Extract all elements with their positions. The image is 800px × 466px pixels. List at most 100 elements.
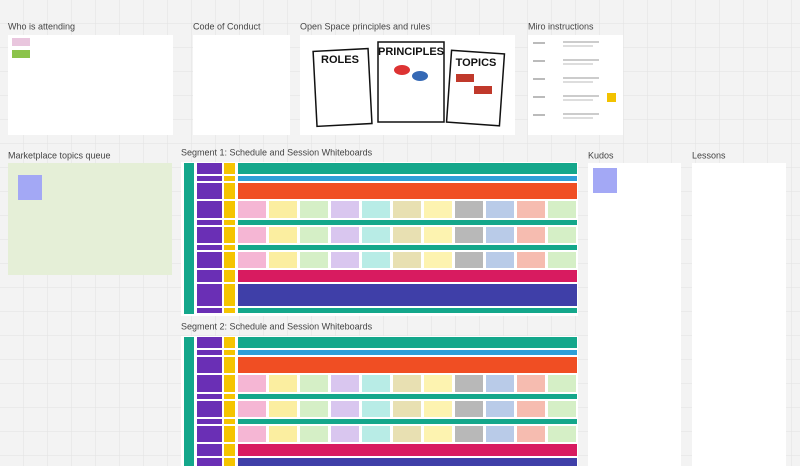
drawing-card bbox=[377, 41, 445, 123]
frame[interactable] bbox=[588, 163, 681, 466]
session-board bbox=[269, 201, 297, 218]
session-board bbox=[238, 227, 266, 243]
drawing-shape bbox=[456, 74, 474, 82]
session-board bbox=[331, 401, 359, 417]
icon bbox=[607, 93, 616, 102]
time-cell bbox=[197, 401, 222, 417]
session-board bbox=[424, 252, 452, 268]
frame[interactable] bbox=[528, 35, 623, 135]
frame-title[interactable]: Segment 1: Schedule and Session Whiteboa… bbox=[181, 147, 373, 157]
session-board bbox=[486, 426, 514, 442]
session-bar bbox=[238, 308, 577, 313]
session-board bbox=[362, 401, 390, 417]
session-board bbox=[455, 201, 483, 218]
time-cell bbox=[197, 444, 222, 456]
session-board bbox=[548, 426, 576, 442]
frame-title[interactable]: Lessons bbox=[692, 150, 726, 160]
instruction-line bbox=[563, 59, 599, 61]
session-board bbox=[300, 252, 328, 268]
session-board bbox=[548, 227, 576, 243]
session-board bbox=[455, 227, 483, 243]
session-board bbox=[517, 375, 545, 392]
session-bar bbox=[238, 458, 577, 466]
frame[interactable] bbox=[692, 163, 786, 466]
instruction-line bbox=[563, 45, 593, 47]
instruction-line bbox=[533, 60, 545, 62]
session-board bbox=[331, 426, 359, 442]
session-board bbox=[331, 252, 359, 268]
time-cell bbox=[224, 375, 235, 392]
time-cell bbox=[224, 419, 235, 424]
session-board bbox=[300, 375, 328, 392]
time-cell bbox=[224, 284, 235, 306]
time-cell bbox=[197, 270, 222, 282]
time-cell bbox=[197, 220, 222, 225]
instruction-line bbox=[533, 42, 545, 44]
track-column bbox=[184, 337, 194, 466]
instruction-line bbox=[533, 78, 545, 80]
instruction-line bbox=[563, 63, 593, 65]
session-board bbox=[393, 227, 421, 243]
drawing-card bbox=[312, 47, 373, 128]
frame-title[interactable]: Marketplace topics queue bbox=[8, 150, 111, 160]
session-board bbox=[393, 401, 421, 417]
session-board bbox=[238, 426, 266, 442]
session-board bbox=[424, 401, 452, 417]
session-bar bbox=[238, 357, 577, 373]
session-bar bbox=[238, 163, 577, 174]
session-bar bbox=[238, 270, 577, 282]
time-cell bbox=[224, 163, 235, 174]
session-board bbox=[300, 201, 328, 218]
session-board bbox=[362, 201, 390, 218]
session-board bbox=[455, 252, 483, 268]
time-cell bbox=[197, 252, 222, 268]
instruction-line bbox=[563, 99, 593, 101]
schedules bbox=[184, 163, 577, 466]
session-board bbox=[269, 401, 297, 417]
time-cell bbox=[224, 252, 235, 268]
session-board bbox=[362, 426, 390, 442]
time-cell bbox=[197, 308, 222, 313]
session-board bbox=[548, 375, 576, 392]
instruction-line bbox=[563, 77, 599, 79]
instruction-line bbox=[563, 117, 593, 119]
session-board bbox=[269, 252, 297, 268]
session-board bbox=[517, 401, 545, 417]
frame-title[interactable]: Miro instructions bbox=[528, 21, 594, 31]
session-board bbox=[269, 227, 297, 243]
attendee-sticker bbox=[12, 50, 30, 58]
card-label: PRINCIPLES bbox=[378, 46, 444, 58]
time-cell bbox=[224, 357, 235, 373]
card-label: ROLES bbox=[321, 54, 359, 66]
session-board bbox=[486, 201, 514, 218]
time-cell bbox=[224, 350, 235, 355]
frame-title[interactable]: Who is attending bbox=[8, 21, 75, 31]
attendee-sticker bbox=[12, 38, 30, 46]
frame-title[interactable]: Code of Conduct bbox=[193, 21, 261, 31]
frame[interactable] bbox=[8, 35, 173, 135]
time-cell bbox=[197, 458, 222, 466]
session-bar bbox=[238, 350, 577, 355]
time-cell bbox=[224, 227, 235, 243]
time-cell bbox=[197, 284, 222, 306]
frame-title[interactable]: Kudos bbox=[588, 150, 614, 160]
session-bar bbox=[238, 419, 577, 424]
sticky-note[interactable] bbox=[593, 168, 617, 193]
time-cell bbox=[224, 183, 235, 199]
time-cell bbox=[224, 426, 235, 442]
sticky-note[interactable] bbox=[18, 175, 42, 200]
session-board bbox=[424, 375, 452, 392]
time-cell bbox=[224, 458, 235, 466]
time-cell bbox=[197, 201, 222, 218]
instruction-line bbox=[563, 41, 599, 43]
session-board bbox=[548, 252, 576, 268]
session-bar bbox=[238, 394, 577, 399]
session-board bbox=[300, 227, 328, 243]
time-cell bbox=[224, 444, 235, 456]
session-board bbox=[455, 426, 483, 442]
session-bar bbox=[238, 220, 577, 225]
frame-title[interactable]: Open Space principles and rules bbox=[300, 21, 431, 31]
frame[interactable] bbox=[193, 35, 290, 135]
time-cell bbox=[197, 227, 222, 243]
frame-title[interactable]: Segment 2: Schedule and Session Whiteboa… bbox=[181, 321, 373, 331]
